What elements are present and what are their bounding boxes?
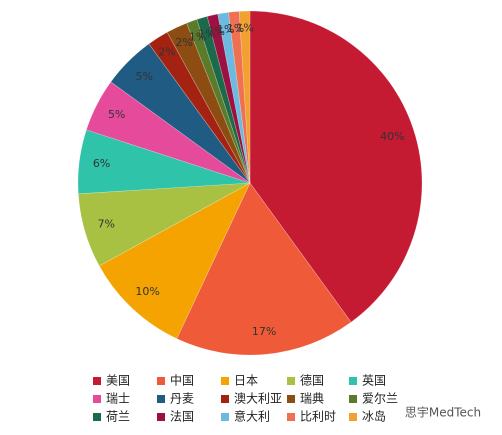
legend-swatch bbox=[349, 395, 357, 403]
pie-slice bbox=[77, 129, 251, 195]
legend-swatch bbox=[93, 413, 101, 421]
pie-slice bbox=[249, 10, 423, 323]
pie-slice bbox=[86, 81, 251, 184]
data-label: 5% bbox=[108, 108, 125, 121]
legend-label: 瑞士 bbox=[106, 392, 130, 406]
pie-slice bbox=[238, 10, 251, 184]
pie-slice bbox=[78, 182, 251, 267]
legend-swatch bbox=[287, 413, 295, 421]
data-label: 6% bbox=[93, 157, 110, 170]
pie-slice bbox=[166, 22, 251, 184]
legend-label: 法国 bbox=[170, 410, 194, 424]
data-label: 17% bbox=[252, 325, 276, 338]
legend-swatch bbox=[349, 413, 357, 421]
legend-label: 日本 bbox=[234, 374, 258, 388]
legend-label: 瑞典 bbox=[300, 392, 324, 406]
data-label: 1% bbox=[217, 23, 234, 36]
legend-swatch bbox=[93, 377, 101, 385]
legend-label: 丹麦 bbox=[170, 392, 194, 406]
pie-slice bbox=[98, 182, 251, 340]
legend-swatch bbox=[157, 377, 165, 385]
legend-swatch bbox=[157, 413, 165, 421]
watermark: 思宇MedTech bbox=[405, 406, 481, 420]
legend-label: 爱尔兰 bbox=[362, 391, 398, 406]
legend-swatch bbox=[157, 395, 165, 403]
legend-swatch bbox=[349, 377, 357, 385]
pie-slice bbox=[196, 16, 251, 184]
legend-swatch bbox=[221, 395, 229, 403]
legend-swatch bbox=[287, 395, 295, 403]
data-label: 1% bbox=[236, 21, 253, 34]
pie-slice bbox=[110, 43, 251, 184]
data-label: 5% bbox=[135, 70, 152, 83]
data-label: 1% bbox=[227, 22, 244, 35]
data-label: 1% bbox=[208, 25, 225, 38]
legend-label: 意大利 bbox=[234, 409, 270, 424]
pie-slice bbox=[228, 11, 251, 184]
legend-label: 冰岛 bbox=[362, 409, 386, 424]
pie-slice bbox=[176, 182, 352, 356]
legend-swatch bbox=[287, 377, 295, 385]
legend-label: 荷兰 bbox=[106, 410, 130, 424]
pie-slice bbox=[148, 31, 251, 184]
legend-label: 美国 bbox=[106, 374, 130, 388]
legend-swatch bbox=[93, 395, 101, 403]
legend-swatch bbox=[221, 413, 229, 421]
data-label: 1% bbox=[198, 27, 215, 40]
pie-slice bbox=[186, 19, 251, 184]
legend-swatch bbox=[221, 377, 229, 385]
data-label: 1% bbox=[189, 30, 206, 43]
pie-slice bbox=[217, 12, 251, 184]
legend-label: 澳大利亚 bbox=[234, 392, 282, 406]
legend-label: 比利时 bbox=[300, 410, 336, 424]
data-label: 10% bbox=[135, 285, 159, 298]
data-label: 2% bbox=[158, 45, 175, 58]
legend-label: 英国 bbox=[362, 374, 386, 388]
data-label: 7% bbox=[98, 218, 115, 231]
legend-label: 德国 bbox=[300, 373, 324, 388]
data-label: 40% bbox=[380, 130, 404, 143]
data-label: 2% bbox=[175, 36, 192, 49]
legend-label: 中国 bbox=[170, 373, 194, 388]
pie-slice bbox=[206, 13, 251, 184]
